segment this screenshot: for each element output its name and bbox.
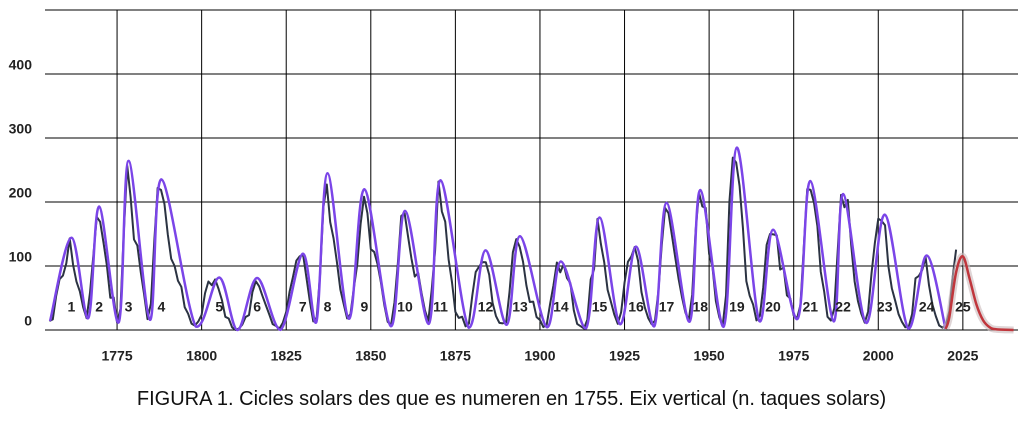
cycle-label: 2 [95, 299, 103, 315]
cycle-label: 7 [299, 299, 307, 315]
cycle-label: 5 [215, 299, 223, 315]
y-tick-label: 100 [9, 249, 33, 265]
cycle-label: 19 [729, 299, 745, 315]
cycle-label: 8 [324, 299, 332, 315]
cycle-label: 13 [512, 299, 528, 315]
x-tick-label: 1800 [186, 348, 217, 364]
cycle-label: 22 [835, 299, 851, 315]
x-tick-label: 2000 [863, 348, 894, 364]
x-tick-label: 1975 [778, 348, 809, 364]
x-tick-label: 2025 [947, 348, 978, 364]
cycle-label: 10 [397, 299, 413, 315]
series-line [48, 146, 947, 332]
cycle-label: 15 [592, 299, 608, 315]
cycle-label: 14 [553, 299, 569, 315]
y-tick-label: 300 [9, 121, 33, 137]
cycle-label: 17 [659, 299, 675, 315]
cycle-label: 21 [802, 299, 818, 315]
cycle-label: 3 [125, 299, 133, 315]
y-tick-label: 200 [9, 185, 33, 201]
cycle-label: 6 [253, 299, 261, 315]
series-line [944, 255, 1014, 332]
x-tick-label: 1900 [524, 348, 555, 364]
x-tick-label: 1775 [101, 348, 132, 364]
cycle-label: 24 [919, 299, 935, 315]
cycle-label: 20 [765, 299, 781, 315]
cycle-label: 1 [67, 299, 75, 315]
prediction-band [942, 252, 1014, 334]
cycle-label: 25 [955, 299, 971, 315]
y-tick-label: 400 [9, 57, 33, 73]
x-tick-label: 1925 [609, 348, 640, 364]
cycle-label: 11 [433, 299, 448, 315]
x-tick-label: 1825 [271, 348, 302, 364]
cycle-label: 23 [877, 299, 893, 315]
caption: FIGURA 1. Cicles solars des que es numer… [136, 388, 887, 410]
x-tick-label: 1950 [694, 348, 725, 364]
cycle-label: 4 [157, 299, 165, 315]
cycle-label: 9 [360, 299, 368, 315]
cycle-label: 18 [693, 299, 709, 315]
cycle-label: 12 [478, 299, 494, 315]
x-tick-label: 1850 [355, 348, 386, 364]
cycle-label: 16 [628, 299, 644, 315]
x-tick-label: 1875 [440, 348, 471, 364]
y-tick-label: 0 [24, 313, 32, 329]
